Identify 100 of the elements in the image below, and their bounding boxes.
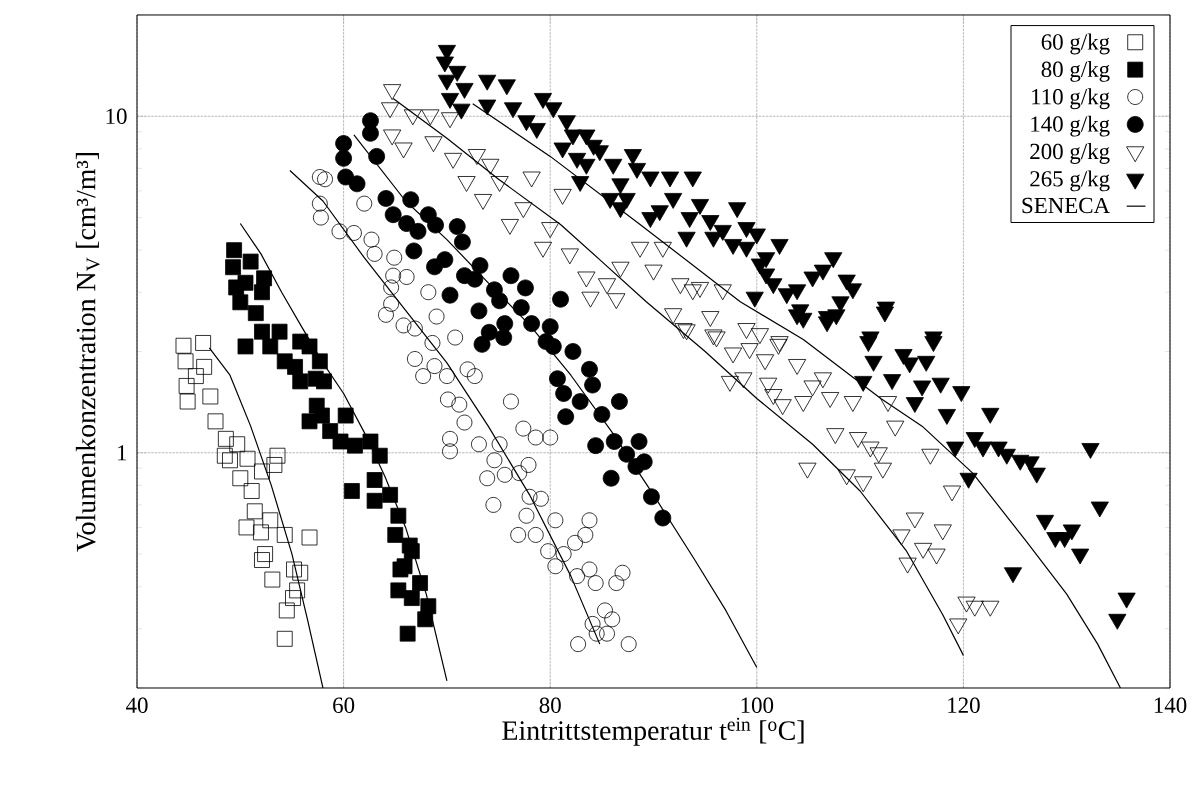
point (643, 488, 660, 506)
point (392, 561, 409, 578)
point (403, 590, 420, 606)
point (217, 430, 234, 447)
point (348, 175, 366, 193)
point (523, 315, 541, 333)
legend-label: SENECA (1022, 197, 1110, 214)
point (301, 338, 318, 355)
point (635, 453, 653, 471)
point (605, 433, 623, 450)
point (292, 564, 309, 581)
point (377, 190, 395, 207)
legend-label: 200 g/kg (1030, 143, 1110, 164)
point (237, 274, 254, 291)
point (243, 483, 260, 499)
point (278, 602, 295, 619)
point (332, 433, 349, 450)
point (286, 561, 302, 578)
point (254, 284, 270, 301)
point (196, 358, 213, 375)
point (366, 472, 383, 488)
point (276, 630, 293, 647)
point (405, 242, 423, 260)
point (246, 503, 263, 520)
point (177, 353, 194, 370)
point (232, 294, 249, 311)
point (470, 302, 488, 320)
point (571, 393, 589, 410)
point (602, 469, 620, 487)
point (541, 318, 559, 336)
point (390, 582, 407, 599)
point (436, 251, 454, 269)
point (368, 147, 386, 165)
point (239, 450, 256, 467)
x-axis-title: Eintrittstemperatur t$^{ein}$ [$^{o}$C] (502, 717, 804, 746)
y-tick-label: 10 (106, 108, 127, 124)
x-tick-label: 140 (1154, 697, 1187, 713)
point (417, 611, 434, 628)
x-tick-label: 40 (126, 697, 148, 713)
point (454, 233, 471, 251)
point (409, 222, 427, 240)
point (387, 527, 404, 543)
point (285, 590, 301, 606)
point (287, 358, 303, 375)
point (512, 299, 530, 317)
point (403, 543, 420, 560)
point (473, 335, 491, 353)
point (654, 509, 672, 527)
point (399, 625, 416, 642)
y-tick-label: 1 (118, 445, 127, 461)
point (276, 527, 293, 543)
point (232, 470, 249, 487)
point (495, 329, 513, 346)
x-tick-label: 80 (539, 697, 561, 713)
point (441, 286, 459, 304)
point (226, 242, 243, 259)
point (266, 457, 283, 473)
point (382, 486, 398, 503)
point (187, 368, 204, 384)
point (289, 582, 306, 599)
point (337, 407, 354, 424)
legend-label: 80 g/kg (1041, 60, 1110, 82)
point (271, 323, 288, 340)
point (237, 338, 254, 355)
point (427, 216, 444, 234)
point (247, 305, 264, 322)
point (552, 290, 569, 308)
point (301, 529, 318, 546)
point (544, 338, 562, 355)
point (216, 447, 233, 464)
point (195, 335, 212, 351)
point (335, 135, 353, 152)
x-tick-label: 60 (333, 697, 355, 713)
point (471, 257, 489, 274)
point (175, 337, 192, 354)
point (402, 191, 420, 209)
point (618, 445, 636, 463)
point (262, 512, 279, 529)
point (384, 206, 402, 224)
point (390, 507, 407, 524)
point (347, 437, 363, 454)
legend-label: 265 g/kg (1030, 170, 1110, 192)
point (564, 343, 582, 360)
point (254, 463, 270, 480)
point (496, 315, 514, 333)
y-axis-title: Volumenkonzentration N$_{V}$ [cm³/m³] (75, 152, 100, 552)
point (229, 436, 246, 453)
point (517, 279, 534, 297)
point (343, 483, 360, 499)
point (178, 378, 195, 394)
point (292, 373, 309, 390)
point (362, 433, 379, 450)
x-tick-label: 120 (948, 697, 980, 713)
point (257, 546, 273, 562)
point (202, 388, 219, 405)
point (242, 253, 259, 270)
point (238, 519, 255, 536)
point (262, 338, 279, 355)
point (466, 270, 484, 288)
point (502, 267, 520, 285)
